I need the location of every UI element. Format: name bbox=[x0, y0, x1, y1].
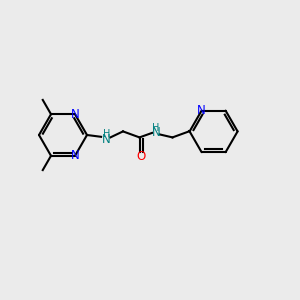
Text: N: N bbox=[70, 108, 80, 121]
Text: H: H bbox=[152, 123, 160, 133]
Text: H: H bbox=[103, 129, 110, 140]
Text: O: O bbox=[136, 150, 146, 163]
Text: N: N bbox=[197, 104, 206, 117]
Text: N: N bbox=[70, 149, 80, 162]
Text: N: N bbox=[102, 133, 111, 146]
Text: N: N bbox=[152, 126, 160, 140]
